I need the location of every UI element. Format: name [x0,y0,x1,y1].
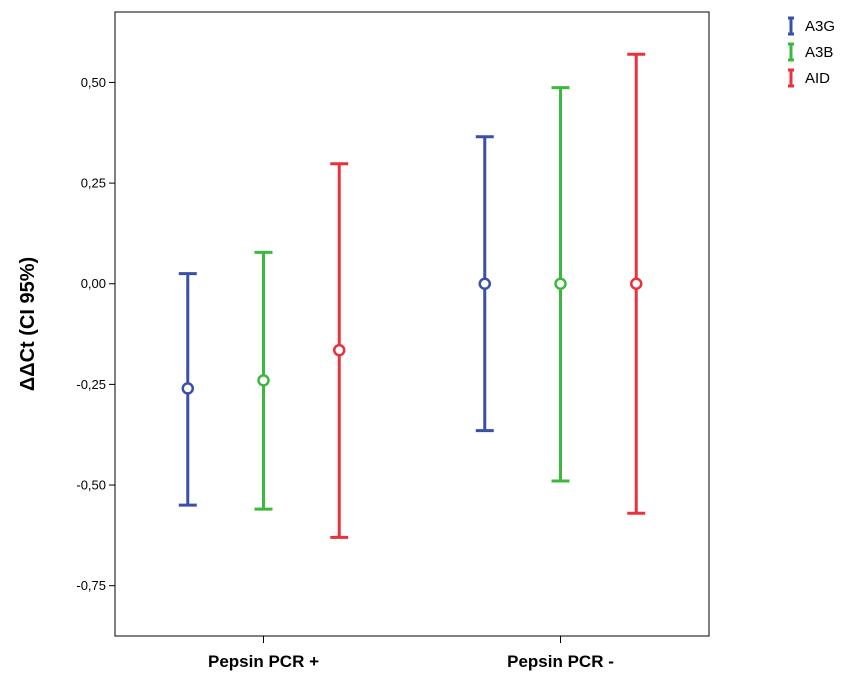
legend-item-a3g: A3G [788,16,835,36]
error-bar-aid [627,52,646,515]
error-bar-a3g [178,272,197,507]
plot-frame [114,11,710,637]
y-tick-label: -0,25 [76,377,106,392]
error-bar-a3g [475,135,494,433]
y-tick-label: 0,00 [81,276,106,291]
legend-label: AID [805,70,830,87]
error-bar-a3b [551,86,570,483]
x-tick-label: Pepsin PCR + [208,652,319,671]
legend-label: A3G [805,18,835,35]
y-tick-label: 0,50 [81,75,106,90]
error-bar-aid [330,162,349,539]
error-bar-a3b [254,250,273,511]
legend: A3G A3B AID [788,16,835,88]
y-tick-label: 0,25 [81,176,106,191]
y-tick-label: -0,50 [76,478,106,493]
error-bars [178,52,646,539]
y-axis: 0,50 0,25 0,00 -0,25 -0,50 -0,75 [76,75,115,593]
mean-point [332,343,346,357]
mean-point [554,277,567,290]
mean-point [257,374,270,387]
y-axis-title: ΔΔCt (CI 95%) [17,257,39,391]
legend-item-aid: AID [788,68,830,88]
x-tick-label: Pepsin PCR - [507,652,614,671]
legend-label: A3B [805,44,833,61]
mean-point [181,382,195,395]
legend-item-a3b: A3B [788,42,833,62]
mean-point [478,277,492,290]
x-axis: Pepsin PCR + Pepsin PCR - [208,636,614,671]
mean-point [629,277,643,290]
y-tick-label: -0,75 [76,578,106,593]
